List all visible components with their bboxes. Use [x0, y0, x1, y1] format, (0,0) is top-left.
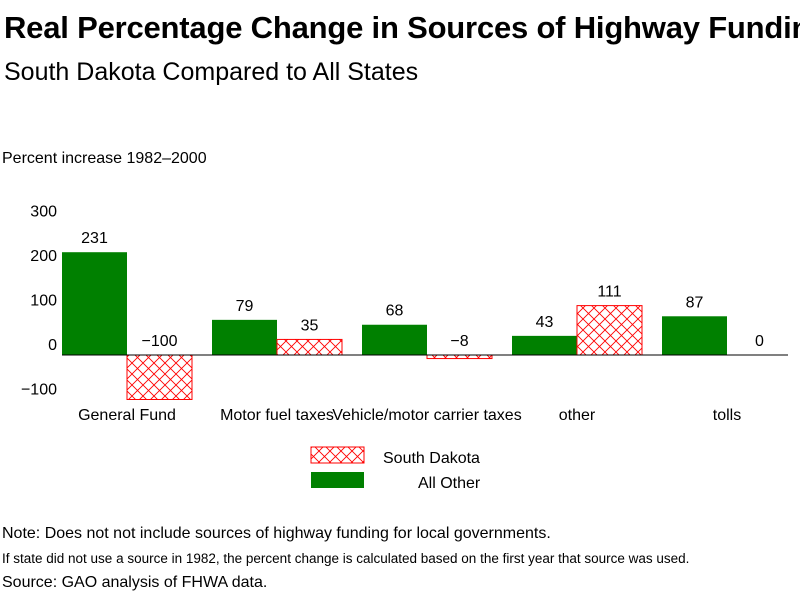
footnote-first-year: If state did not use a source in 1982, t…	[2, 551, 690, 566]
legend-swatch-south-dakota	[310, 446, 365, 464]
x-category-label: other	[559, 407, 596, 424]
bar-all-other	[362, 324, 427, 355]
data-label-all-other: 231	[81, 230, 108, 247]
y-tick-label: 0	[48, 337, 57, 354]
data-label-all-other: 87	[686, 294, 704, 311]
bar-all-other	[212, 319, 277, 355]
source-note: Source: GAO analysis of FHWA data.	[2, 574, 268, 591]
x-category-label: General Fund	[78, 407, 176, 424]
chart-title: Real Percentage Change in Sources of Hig…	[4, 10, 800, 45]
bar-all-other	[662, 316, 727, 355]
data-label-south-dakota: 35	[301, 317, 319, 334]
data-label-all-other: 79	[236, 298, 254, 315]
x-category-label: Vehicle/motor carrier taxes	[332, 407, 521, 424]
data-label-all-other: 68	[386, 303, 404, 320]
y-tick-label: 200	[30, 248, 57, 265]
legend-label-all-other: All Other	[418, 475, 481, 492]
data-label-south-dakota: −100	[141, 333, 177, 350]
legend-label-south-dakota: South Dakota	[383, 450, 480, 467]
data-label-all-other: 43	[536, 314, 554, 331]
y-tick-label: 100	[30, 293, 57, 310]
y-tick-label: 300	[30, 204, 57, 221]
chart-subtitle: South Dakota Compared to All States	[4, 58, 419, 86]
y-tick-label: −100	[21, 382, 57, 399]
bar-chart: 300 200 100 0 −100 231 −100 General Fund 79 35 Mot…	[21, 204, 788, 492]
data-label-south-dakota: 0	[755, 333, 764, 350]
data-label-south-dakota: 111	[597, 284, 621, 301]
bar-south-dakota	[126, 354, 193, 400]
bar-south-dakota	[426, 354, 493, 360]
bar-all-other	[512, 335, 577, 355]
bar-all-other	[62, 252, 127, 355]
y-axis-label: Percent increase 1982–2000	[2, 150, 207, 167]
footnote-local-governments: Note: Does not not include sources of hi…	[2, 525, 551, 542]
bar-south-dakota	[576, 305, 643, 356]
legend-swatch-all-other	[311, 472, 364, 488]
x-category-label: tolls	[713, 407, 741, 424]
bar-south-dakota	[276, 338, 343, 356]
data-label-south-dakota: −8	[450, 333, 468, 350]
x-category-label: Motor fuel taxes	[220, 407, 334, 424]
